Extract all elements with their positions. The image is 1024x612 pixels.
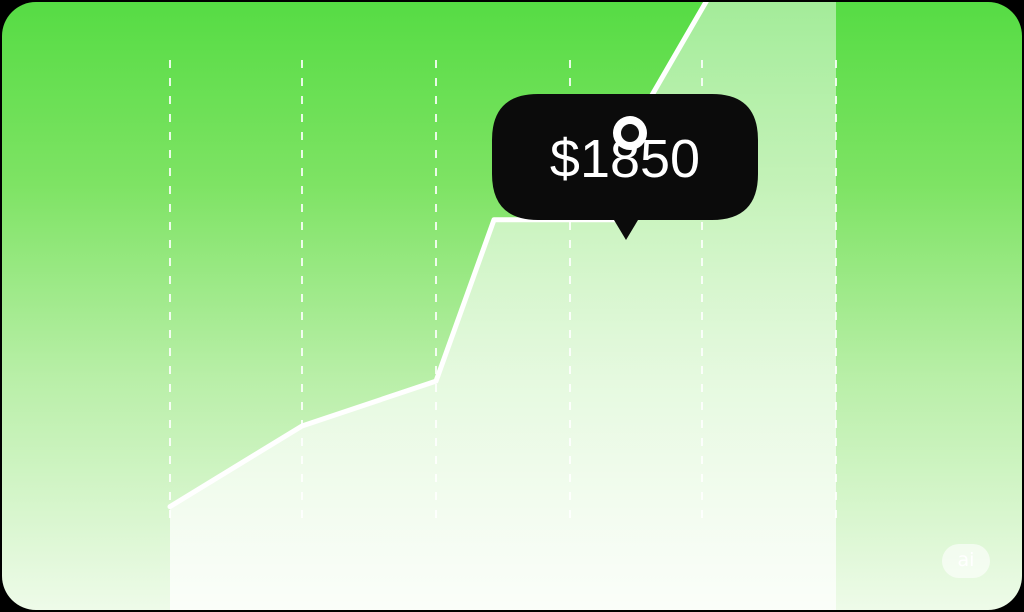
highlight-point[interactable]	[621, 124, 639, 143]
value-tooltip: $1850	[492, 94, 758, 240]
area-fill	[170, 2, 836, 610]
tooltip-background	[492, 94, 758, 240]
ai-badge: ai	[942, 544, 990, 578]
